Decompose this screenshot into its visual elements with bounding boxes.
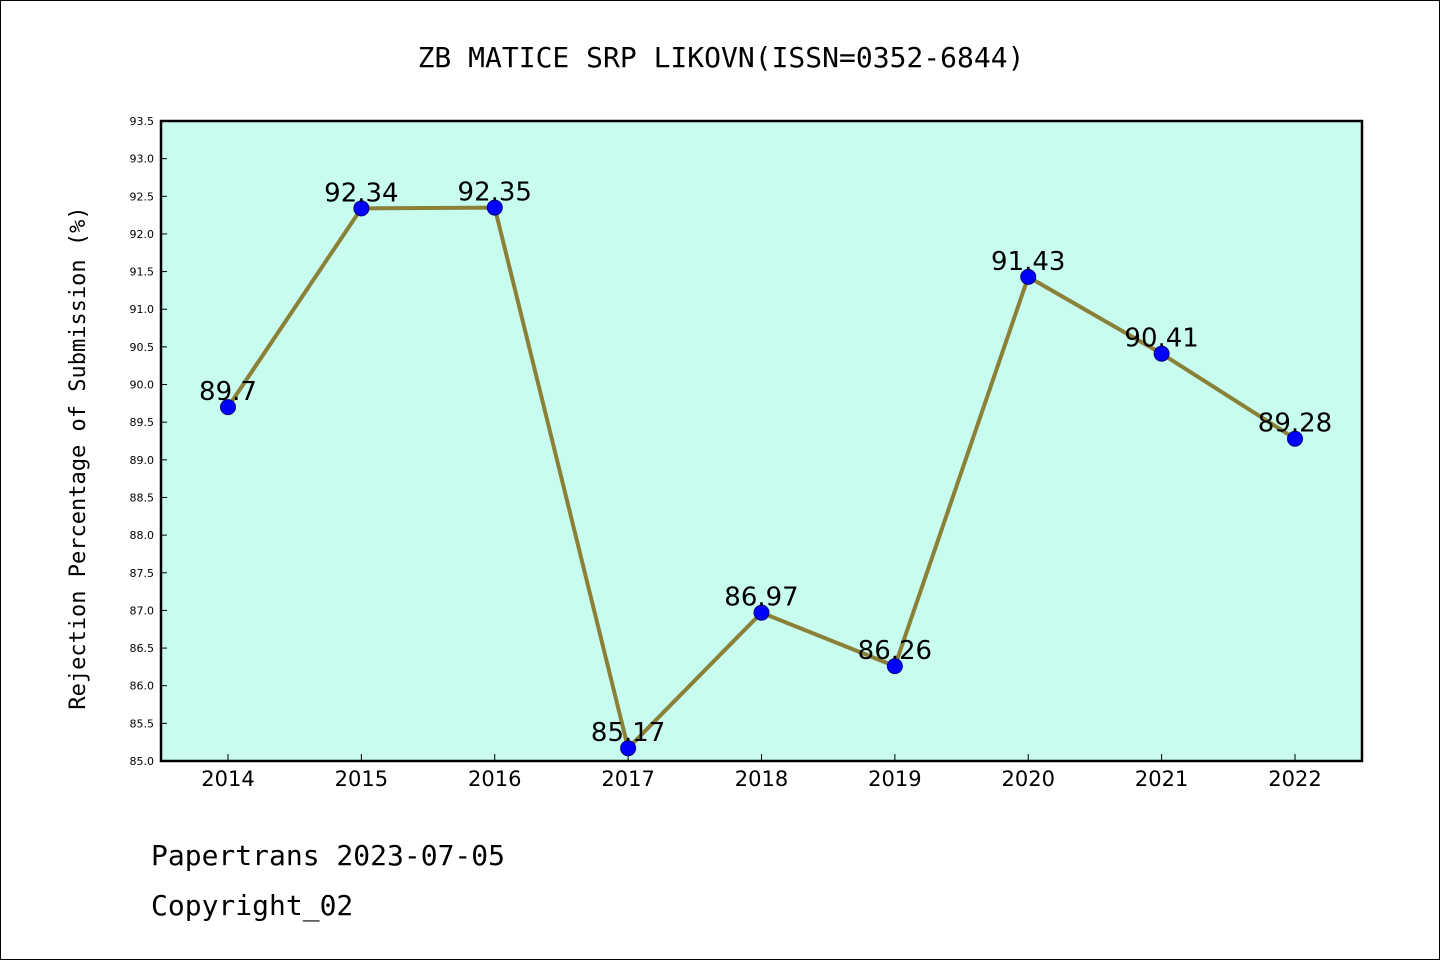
x-tick-label: 2019 [868, 767, 921, 791]
data-label: 86.26 [858, 636, 932, 666]
data-point [1153, 345, 1170, 362]
data-point [753, 604, 770, 621]
y-tick-label: 91.0 [130, 303, 155, 316]
data-label: 90.41 [1124, 324, 1198, 354]
y-tick-label: 87.5 [130, 567, 155, 580]
data-point [486, 199, 503, 216]
data-labels: 89.7 92.34 92.35 85.17 86.97 86.26 91.43 90.41 8… [199, 178, 1332, 749]
x-tick-label: 2017 [601, 767, 654, 791]
x-tick-label: 2016 [468, 767, 521, 791]
y-tick-label: 92.5 [130, 190, 155, 203]
y-tick-label: 89.0 [130, 454, 155, 467]
y-tick-label: 93.5 [130, 115, 155, 128]
y-tick-label: 86.0 [130, 680, 155, 693]
data-label: 91.43 [991, 247, 1065, 277]
x-tick-label: 2021 [1135, 767, 1188, 791]
x-tick-label: 2022 [1268, 767, 1321, 791]
footer-copyright: Copyright_02 [151, 889, 353, 923]
y-tick-label: 85.5 [130, 717, 155, 730]
y-tick-label: 92.0 [130, 228, 155, 241]
y-tick-label: 90.0 [130, 379, 155, 392]
y-axis-label: Rejection Percentage of Submission (%) [66, 206, 91, 709]
chart-title: ZB MATICE SRP LIKOVN(ISSN=0352-6844) [418, 41, 1025, 74]
y-tick-label: 89.5 [130, 416, 155, 429]
data-label: 89.7 [199, 377, 257, 407]
plot-area [159, 119, 1364, 763]
y-tick-label: 87.0 [130, 604, 155, 617]
y-tick-label: 93.0 [130, 153, 155, 166]
y-tick-label: 90.5 [130, 341, 155, 354]
data-label: 92.35 [458, 178, 532, 208]
data-label: 86.97 [724, 583, 798, 613]
x-axis-ticks: 2014 2015 2016 2017 2018 2019 2020 2021 2022 [201, 754, 1322, 791]
x-tick-label: 2020 [1002, 767, 1055, 791]
data-point [1287, 430, 1303, 447]
x-tick-label: 2014 [201, 767, 254, 791]
x-tick-label: 2018 [735, 767, 788, 791]
y-tick-label: 91.5 [130, 266, 155, 279]
y-tick-label: 88.0 [130, 529, 155, 542]
y-tick-label: 88.5 [130, 491, 155, 504]
data-point [620, 740, 637, 757]
data-markers [220, 199, 1303, 757]
data-point [353, 200, 370, 217]
data-point [220, 399, 236, 416]
data-label: 89.28 [1258, 409, 1332, 439]
data-point [886, 658, 903, 675]
y-axis-ticks: 85.0 85.5 86.0 86.5 87.0 87.5 88.0 88.5 89.0 89.5… [130, 115, 167, 768]
data-point [1020, 268, 1037, 285]
footer-date: Papertrans 2023-07-05 [151, 839, 505, 872]
data-label: 85.17 [591, 718, 665, 748]
data-label: 92.34 [324, 178, 398, 208]
y-tick-label: 85.0 [130, 755, 155, 768]
x-tick-label: 2015 [335, 767, 388, 791]
y-tick-label: 86.5 [130, 642, 155, 655]
